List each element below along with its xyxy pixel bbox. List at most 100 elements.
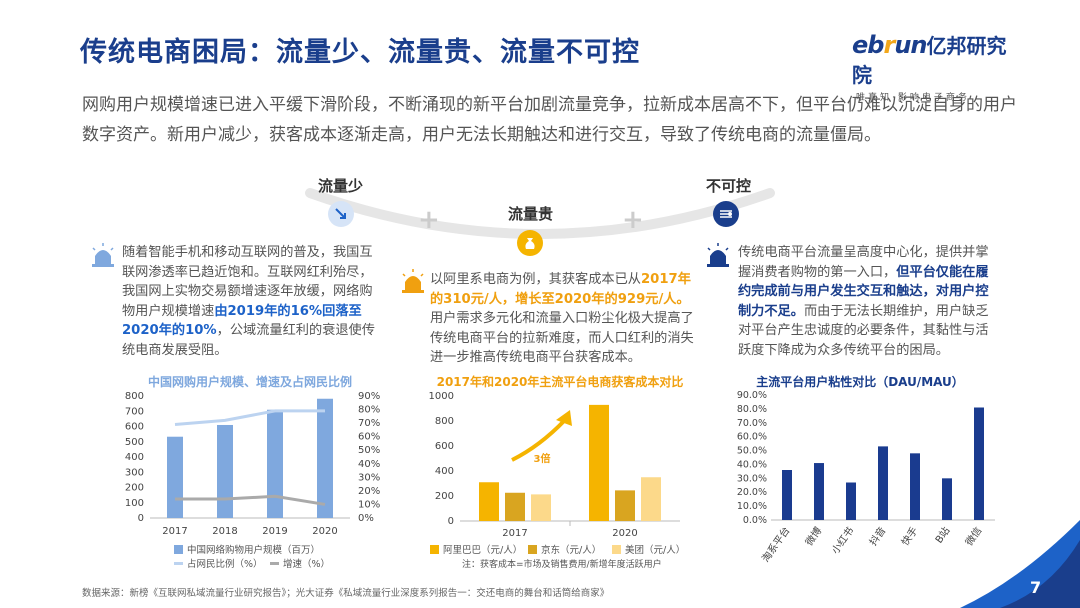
bar: [505, 492, 525, 521]
left-paragraph: 随着智能手机和移动互联网的普及，我国互联网渗透率已趋近饱和。互联网红利殆尽，我国…: [122, 245, 375, 358]
legend-swatch-icon: [430, 545, 439, 554]
page-title: 传统电商困局：流量少、流量贵、流量不可控: [80, 37, 640, 68]
y-tick-label: 200: [125, 483, 144, 494]
alarm-icon: [402, 269, 424, 293]
bar: [531, 494, 551, 521]
y-tick-label: 80.0%: [737, 404, 767, 415]
y-tick-label: 0: [138, 513, 144, 524]
bar: [846, 482, 856, 520]
plus-icon: +: [418, 205, 440, 235]
chart1-title: 中国网购用户规模、增速及占网民比例: [147, 375, 352, 389]
legend-swatch-icon: [174, 545, 183, 554]
label-expensive-traffic: 流量贵: [508, 205, 554, 223]
bar: [217, 424, 233, 518]
series-line: [175, 494, 326, 506]
chart1-users: 0 100 200 300 400 500 600 700 800 0% 10% 20% 30% 40% 5…: [125, 391, 380, 537]
x-tick-label: 快手: [898, 524, 920, 548]
y-tick-label: 30.0%: [737, 473, 767, 484]
y-tick-label: 300: [125, 467, 144, 478]
intro-paragraph: 网购用户规模增速已进入平缓下滑阶段，不断涌现的新平台加剧流量竞争，拉新成本居高不…: [82, 95, 1017, 145]
y2-tick-label: 0%: [358, 513, 374, 524]
growth-arrow: [511, 418, 567, 462]
x-tick-label: 2017: [162, 526, 187, 537]
bar: [479, 482, 499, 521]
x-tick-label: 微博: [802, 524, 824, 548]
money-bag-icon: [517, 230, 543, 256]
y-tick-label: 1000: [429, 391, 454, 402]
bar: [317, 398, 333, 518]
y2-tick-label: 30%: [358, 472, 380, 483]
alarm-icon: [92, 243, 114, 267]
corner-decoration: [960, 520, 1080, 608]
x-tick-label: 2018: [212, 526, 237, 537]
legend-swatch-icon: [174, 562, 183, 565]
bar: [641, 477, 661, 521]
y-tick-label: 40.0%: [737, 459, 767, 470]
y2-tick-label: 40%: [358, 459, 380, 470]
chart1-legend-item: 占网民比例（%）: [174, 556, 263, 570]
bar: [267, 409, 283, 518]
y2-tick-label: 80%: [358, 405, 380, 416]
data-source: 数据来源：新榜《互联网私域流量行业研究报告》；光大证券《私域流量行业深度系列报告…: [82, 588, 610, 599]
y-tick-label: 50.0%: [737, 446, 767, 457]
legend-swatch-icon: [528, 545, 537, 554]
legend-swatch-icon: [612, 545, 621, 554]
ebrun-logo: ebrun亿邦研究院 唯真知·影响电子商务: [852, 31, 1007, 103]
y2-tick-label: 70%: [358, 418, 380, 429]
bar: [974, 407, 984, 520]
x-tick-label: 2019: [262, 526, 287, 537]
bar: [942, 478, 952, 520]
plus-icon: +: [622, 205, 644, 235]
y2-tick-label: 50%: [358, 445, 380, 456]
alarm-icon: [707, 243, 729, 267]
y-tick-label: 800: [125, 391, 144, 402]
y-tick-label: 10.0%: [737, 501, 767, 512]
x-tick-label: 2017: [502, 528, 527, 539]
chart2-legend-item: 京东（元/人）: [528, 542, 601, 556]
y-tick-label: 200: [435, 491, 454, 502]
x-tick-label: 淘系平台: [759, 524, 793, 564]
annotation-label: 3倍: [534, 452, 551, 465]
y-tick-label: 500: [125, 437, 144, 448]
y-tick-label: 90.0%: [737, 390, 767, 401]
y-tick-label: 600: [435, 441, 454, 452]
bar: [878, 446, 888, 520]
chart1-legend-item: 增速（%）: [270, 556, 330, 570]
trend-down-icon: [328, 201, 354, 227]
chart3-stickiness: 0.0% 10.0% 20.0% 30.0% 40.0% 50.0% 60.0% 70.0% 8…: [737, 390, 995, 564]
y-tick-label: 20.0%: [737, 487, 767, 498]
bar: [910, 453, 920, 520]
y2-tick-label: 20%: [358, 486, 380, 497]
x-tick-label: 2020: [312, 526, 337, 537]
right-paragraph: 传统电商平台流量呈高度中心化，提供并掌握消费者购物的第一入口，但平台仅能在履约完…: [738, 245, 989, 358]
label-uncontrollable: 不可控: [706, 177, 752, 195]
y2-tick-label: 90%: [358, 391, 380, 402]
chart2-legend-item: 美团（元/人）: [612, 542, 685, 556]
y-tick-label: 400: [125, 452, 144, 463]
chart2-legend-item: 阿里巴巴（元/人）: [430, 542, 522, 556]
x-tick-label: B站: [932, 524, 952, 545]
y-tick-label: 70.0%: [737, 418, 767, 429]
legend-swatch-icon: [270, 562, 279, 565]
page-number: 7: [1030, 578, 1042, 597]
y-tick-label: 400: [435, 466, 454, 477]
arrow-head-icon: [556, 410, 572, 426]
chart1-legend-item: 中国网络购物用户规模（百万）: [174, 542, 320, 556]
bar: [814, 463, 824, 520]
y-tick-label: 60.0%: [737, 432, 767, 443]
y-tick-label: 0.0%: [743, 515, 767, 526]
y-tick-label: 100: [125, 498, 144, 509]
chart3-title: 主流平台用户粘性对比（DAU/MAU）: [756, 375, 964, 389]
x-tick-label: 小红书: [829, 524, 857, 556]
bar: [589, 404, 609, 521]
bar: [615, 490, 635, 521]
middle-paragraph: 以阿里系电商为例，其获客成本已从2017年的310元/人，增长至2020年的92…: [430, 272, 694, 365]
y-tick-label: 700: [125, 406, 144, 417]
bar: [782, 470, 792, 520]
series-line: [174, 409, 325, 426]
chart2-note: 注：获客成本=市场及销售费用/新增年度活跃用户: [462, 560, 662, 570]
x-tick-label: 抖音: [866, 524, 888, 548]
y2-tick-label: 10%: [358, 499, 380, 510]
chart2-title: 2017年和2020年主流平台电商获客成本对比: [436, 375, 684, 389]
bar: [167, 436, 183, 518]
